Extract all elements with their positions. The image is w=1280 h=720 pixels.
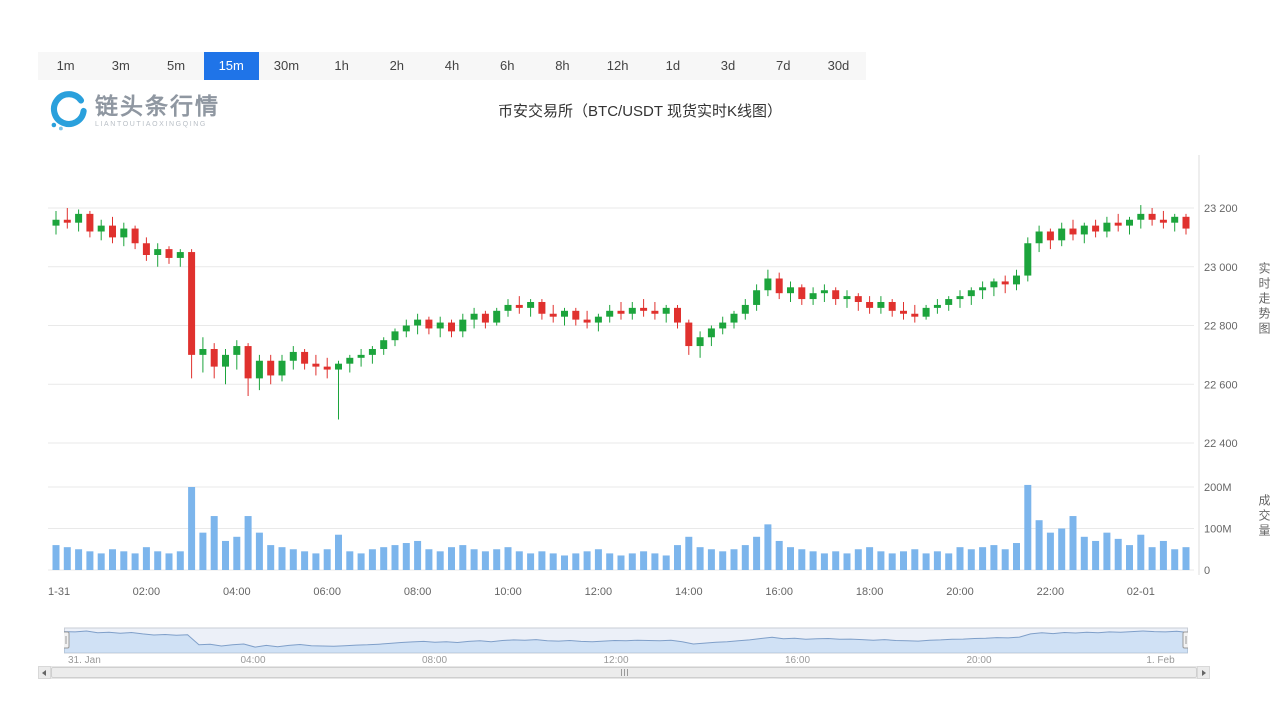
interval-button-5m[interactable]: 5m (148, 52, 203, 80)
scrollbar-track[interactable] (51, 666, 1197, 679)
interval-button-30d[interactable]: 30d (811, 52, 866, 80)
svg-text:02:00: 02:00 (133, 586, 161, 598)
svg-text:22 800: 22 800 (1204, 321, 1238, 333)
logo[interactable]: 链头条行情 LIANTOUTIAOXINGQING (46, 88, 220, 134)
candles-series[interactable] (52, 205, 1190, 420)
interval-button-3d[interactable]: 3d (700, 52, 755, 80)
grip-icon (620, 669, 628, 676)
interval-button-15m[interactable]: 15m (203, 52, 259, 80)
svg-text:06:00: 06:00 (313, 586, 341, 598)
interval-button-8h[interactable]: 8h (535, 52, 590, 80)
svg-text:20:00: 20:00 (946, 586, 974, 598)
svg-text:100M: 100M (1204, 524, 1232, 536)
svg-text:23 000: 23 000 (1204, 262, 1238, 274)
right-arrow-icon (1202, 669, 1209, 676)
interval-button-2h[interactable]: 2h (369, 52, 424, 80)
logo-title: 链头条行情 (95, 92, 220, 119)
interval-button-6h[interactable]: 6h (480, 52, 535, 80)
interval-button-3m[interactable]: 3m (93, 52, 148, 80)
left-arrow-icon (39, 669, 46, 676)
navigator-label: 04:00 (240, 655, 265, 666)
interval-button-1d[interactable]: 1d (645, 52, 700, 80)
interval-button-30m[interactable]: 30m (259, 52, 314, 80)
scrollbar[interactable] (38, 666, 1210, 679)
interval-bar: 1m 3m 5m 15m 30m 1h 2h 4h 6h 8h 12h 1d 3d 7d 30d (38, 52, 866, 80)
interval-button-1m[interactable]: 1m (38, 52, 93, 80)
svg-text:14:00: 14:00 (675, 586, 703, 598)
logo-subtitle: LIANTOUTIAOXINGQING (95, 120, 207, 128)
svg-text:0: 0 (1204, 565, 1210, 577)
navigator-label: 31. Jan (68, 655, 101, 666)
svg-text:22:00: 22:00 (1037, 586, 1065, 598)
navigator-label: 12:00 (603, 655, 628, 666)
svg-text:04:00: 04:00 (223, 586, 251, 598)
navigator-label: 08:00 (422, 655, 447, 666)
volume-axis-title: 成交量 (1257, 494, 1271, 539)
navigator-label: 16:00 (785, 655, 810, 666)
svg-text:02-01: 02-01 (1127, 586, 1155, 598)
navigator-line (64, 630, 1188, 648)
svg-text:10:00: 10:00 (494, 586, 522, 598)
svg-text:18:00: 18:00 (856, 586, 884, 598)
interval-button-1h[interactable]: 1h (314, 52, 369, 80)
svg-text:22 600: 22 600 (1204, 379, 1238, 391)
interval-button-12h[interactable]: 12h (590, 52, 645, 80)
interval-button-7d[interactable]: 7d (756, 52, 811, 80)
logo-icon (50, 91, 87, 131)
svg-text:01-31: 01-31 (48, 586, 70, 598)
navigator-label: 20:00 (966, 655, 991, 666)
svg-text:16:00: 16:00 (765, 586, 793, 598)
svg-text:22 400: 22 400 (1204, 438, 1238, 450)
interval-button-4h[interactable]: 4h (424, 52, 479, 80)
candlestick-chart[interactable]: 23 200 23 000 22 800 22 600 22 400 200M 100M 0 0… (48, 150, 1258, 610)
svg-text:12:00: 12:00 (585, 586, 613, 598)
volume-series[interactable] (52, 484, 1190, 570)
logo-text: 链头条行情 LIANTOUTIAOXINGQING (95, 92, 220, 128)
scrollbar-thumb[interactable] (51, 667, 1197, 678)
navigator-label: 1. Feb (1146, 655, 1175, 666)
svg-text:23 200: 23 200 (1204, 203, 1238, 215)
axis-labels: 23 200 23 000 22 800 22 600 22 400 200M 100M 0 0… (48, 203, 1238, 598)
navigator-area (64, 631, 1188, 653)
page-title: 币安交易所（BTC/USDT 现货实时K线图） (498, 103, 782, 120)
scrollbar-right-button[interactable] (1197, 666, 1210, 679)
price-axis-title: 实时走势图 (1257, 262, 1271, 337)
svg-text:08:00: 08:00 (404, 586, 432, 598)
svg-text:200M: 200M (1204, 482, 1232, 494)
navigator[interactable]: 31. Jan 04:00 08:00 12:00 16:00 20:00 1. Feb (64, 627, 1188, 667)
scrollbar-left-button[interactable] (38, 666, 51, 679)
